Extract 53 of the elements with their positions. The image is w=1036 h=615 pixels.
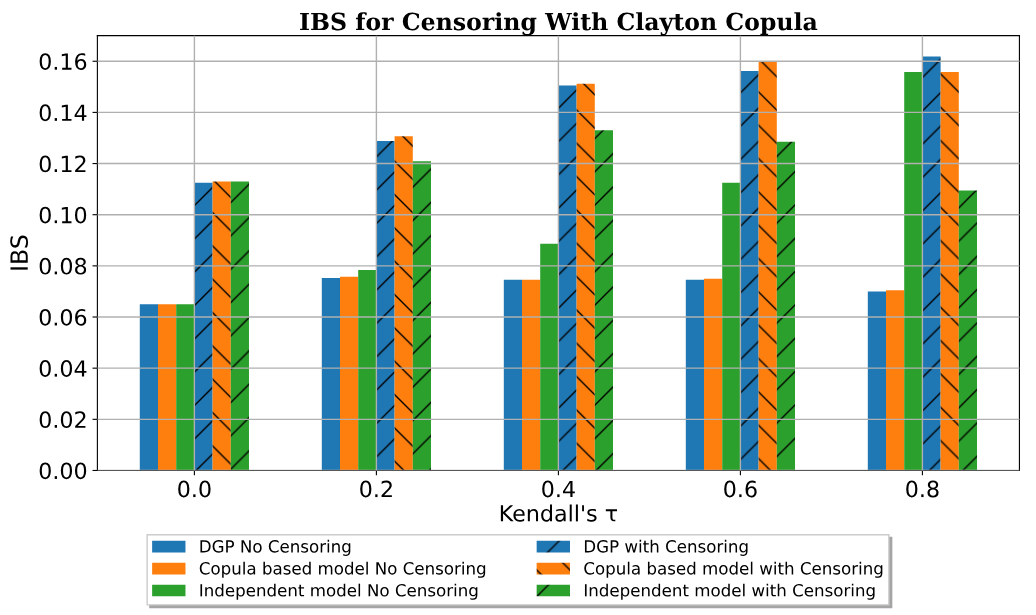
bar (194, 182, 213, 471)
y-tick-label: 0.14 (39, 104, 87, 122)
y-tick-label: 0.04 (39, 360, 87, 377)
bar (358, 269, 377, 471)
y-axis-title: IBS (10, 235, 29, 270)
legend-label: Copula based model with Censoring (584, 561, 883, 578)
bar (594, 130, 614, 471)
bar (886, 290, 905, 471)
bar (340, 276, 359, 471)
bar (212, 181, 231, 471)
bar (376, 141, 395, 471)
bar (157, 304, 177, 471)
bar (576, 83, 595, 471)
y-tick-label: 0.12 (39, 155, 86, 173)
y-tick-label: 0.06 (39, 308, 87, 326)
bar (776, 141, 796, 471)
bar (558, 85, 577, 471)
legend-label: DGP with Censoring (584, 539, 748, 556)
x-tick-label: 0.8 (906, 480, 939, 498)
bar (867, 291, 887, 471)
bar (394, 136, 413, 471)
y-tick-label: 0.08 (39, 257, 87, 275)
bar (685, 279, 705, 471)
legend-label: Independent model No Censoring (200, 583, 478, 600)
x-tick-label: 0.6 (724, 480, 757, 498)
bar (722, 182, 741, 471)
y-tick-label: 0.10 (39, 206, 87, 224)
bar (412, 161, 431, 471)
bar (704, 278, 723, 471)
legend-label: DGP No Censoring (200, 539, 351, 556)
y-tick-label: 0.00 (39, 462, 87, 480)
legend-label: Copula based model No Censoring (199, 561, 486, 578)
y-tick-label: 0.16 (39, 53, 87, 71)
chart-title: IBS for Censoring With Clayton Copula (300, 12, 818, 36)
bar (321, 277, 340, 471)
bar (758, 61, 777, 471)
y-tick-label: 0.02 (39, 411, 86, 429)
bar (940, 71, 959, 471)
x-tick-label: 0.0 (178, 480, 211, 498)
bar (740, 70, 759, 471)
bar (230, 181, 249, 471)
legend-label: Independent model with Censoring (584, 583, 875, 600)
bar (503, 279, 522, 471)
x-tick-label: 0.4 (542, 480, 575, 498)
bar (922, 56, 941, 471)
bar (139, 304, 158, 471)
bar (904, 71, 923, 471)
bar (540, 243, 559, 471)
x-axis-title: Kendall's τ (500, 504, 618, 522)
bar (958, 190, 978, 471)
bar (176, 304, 195, 471)
bar (522, 279, 541, 471)
x-tick-label: 0.2 (360, 480, 392, 498)
